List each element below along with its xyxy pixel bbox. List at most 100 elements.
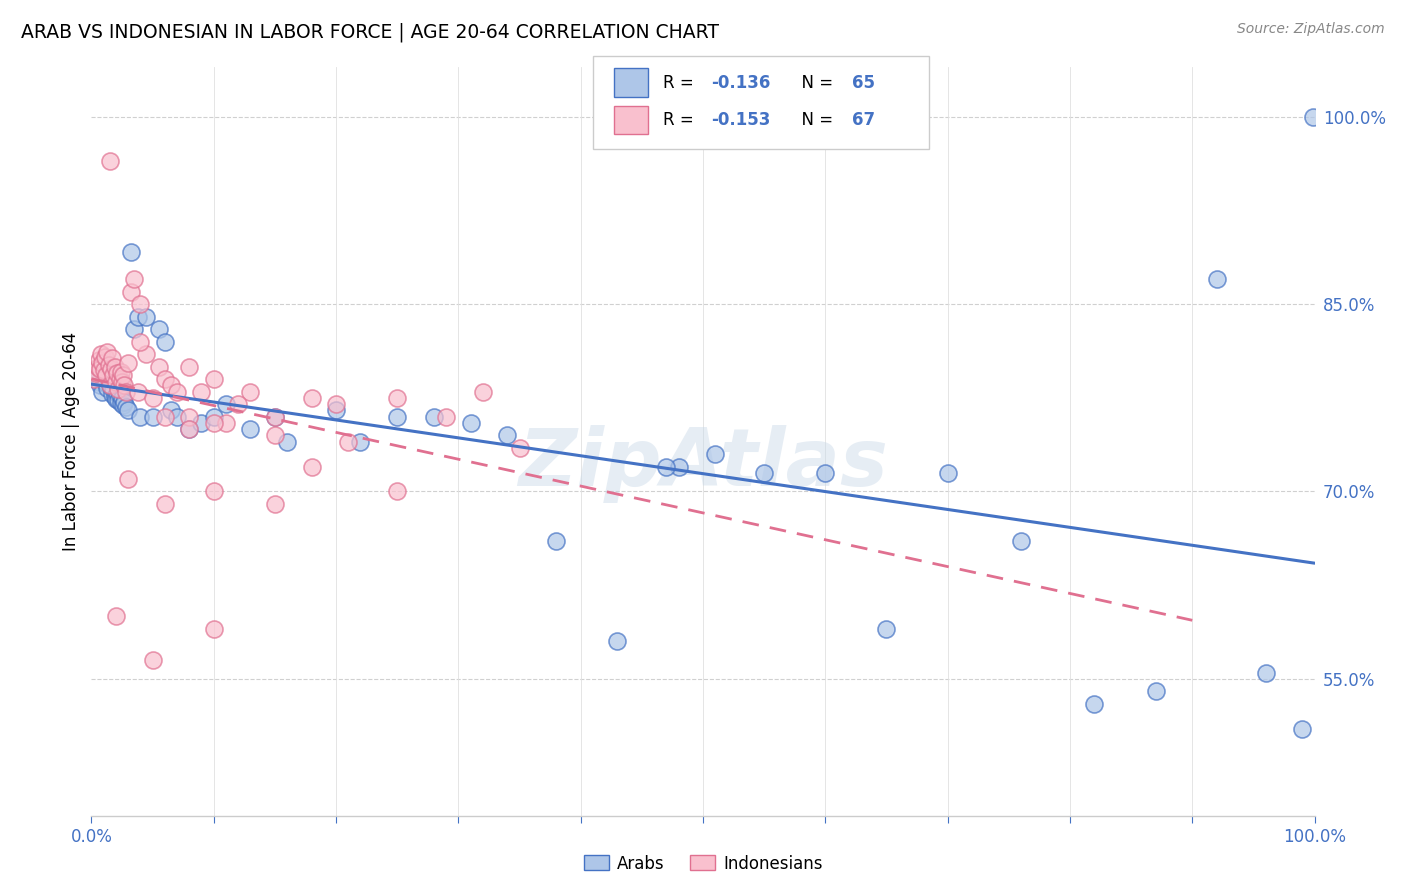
Point [668,459,690,474]
Point [91,384,114,399]
Point [148,322,170,336]
Point [122,272,145,286]
Point [460,416,482,430]
Point [226,397,249,411]
Point [98,377,121,392]
Point [264,497,287,511]
Point [100,362,122,376]
Text: Source: ZipAtlas.com: Source: ZipAtlas.com [1237,22,1385,37]
Point [108,388,131,402]
Point [94,368,117,383]
Point [84,372,107,386]
Text: 67: 67 [852,112,876,129]
Point [202,484,225,499]
Text: R =: R = [662,74,699,92]
Text: ARAB VS INDONESIAN IN LABOR FORCE | AGE 20-64 CORRELATION CHART: ARAB VS INDONESIAN IN LABOR FORCE | AGE … [21,22,718,42]
Point [114,400,136,414]
Point [423,409,446,424]
Point [86,369,108,384]
Point [104,609,127,624]
Point [179,409,201,424]
Point [135,310,157,324]
Point [301,391,323,405]
Point [1205,272,1227,286]
Point [97,366,120,380]
Point [434,409,457,424]
Point [153,409,176,424]
Point [86,359,108,374]
Point [166,384,188,399]
Text: ZipAtlas: ZipAtlas [517,425,889,503]
Point [606,634,628,648]
Point [98,153,121,168]
Point [1083,697,1105,711]
Point [190,384,212,399]
Point [215,416,238,430]
Point [110,365,132,379]
Point [325,403,347,417]
Point [160,403,183,417]
Point [179,422,201,436]
Point [117,356,139,370]
Point [108,372,131,386]
Point [120,244,142,259]
Point [94,371,117,385]
Point [105,366,128,380]
Point [103,382,125,396]
Point [141,391,163,405]
Point [1291,722,1313,736]
Point [98,378,121,392]
Point [276,434,298,449]
Point [1010,534,1032,549]
Point [107,393,129,408]
Text: R =: R = [662,112,699,129]
Point [129,334,152,349]
FancyBboxPatch shape [613,69,648,97]
Point [1144,684,1167,698]
Text: 65: 65 [852,74,875,92]
Point [112,394,135,409]
Point [202,372,225,386]
FancyBboxPatch shape [593,55,929,149]
Point [127,384,149,399]
Point [90,347,112,361]
Point [385,409,409,424]
Point [122,322,145,336]
Point [94,376,117,390]
Text: -0.136: -0.136 [711,74,770,92]
Point [754,466,776,480]
Point [496,428,519,442]
Point [93,363,115,377]
Point [141,409,163,424]
Point [349,434,371,449]
Point [264,428,287,442]
Point [875,622,898,636]
Point [127,310,149,324]
Point [936,466,959,480]
Point [100,379,122,393]
Point [337,434,360,449]
Point [103,368,125,383]
Point [84,366,107,380]
Point [385,391,409,405]
Point [704,447,727,461]
Text: -0.153: -0.153 [711,112,770,129]
Point [114,384,136,399]
Point [202,622,225,636]
FancyBboxPatch shape [613,106,648,135]
Point [89,362,111,376]
Point [301,459,323,474]
Point [655,459,678,474]
Point [89,378,111,392]
Point [93,373,115,387]
Point [101,351,124,365]
Point [264,409,287,424]
Point [87,375,110,389]
Point [110,396,132,410]
Point [111,375,134,389]
Point [166,409,188,424]
Point [129,297,152,311]
Point [112,368,135,383]
Point [239,422,262,436]
Point [111,391,134,405]
